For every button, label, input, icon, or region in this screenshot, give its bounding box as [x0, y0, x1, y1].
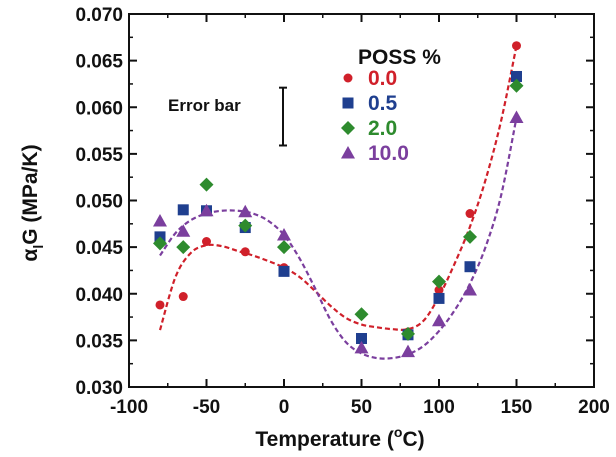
data-point-diamond [354, 307, 369, 322]
x-axis-title-end: C) [402, 428, 424, 451]
legend-title: POSS % [358, 46, 441, 69]
data-points [153, 41, 524, 358]
data-point-circle [465, 209, 475, 219]
x-tick-label: -50 [193, 397, 220, 418]
x-axis-title-main: Temperature ( [255, 428, 393, 451]
y-tick-label: 0.070 [75, 5, 123, 26]
legend-marker-diamond [341, 121, 355, 135]
data-point-triangle [199, 203, 214, 217]
data-point-triangle [463, 283, 477, 296]
axes [128, 13, 595, 388]
data-point-square [464, 261, 476, 273]
y-axis-title-subscript: l [30, 245, 46, 249]
data-point-triangle [401, 344, 415, 358]
data-point-triangle [176, 224, 191, 237]
data-point-circle [240, 247, 250, 257]
x-tick-label: 0 [279, 397, 290, 418]
legend-label-triangle: 10.0 [368, 142, 409, 165]
data-point-diamond [463, 229, 477, 244]
y-tick-label: 0.040 [75, 285, 123, 306]
data-point-triangle [238, 204, 253, 218]
data-point-triangle [277, 228, 291, 241]
x-tick-label: 200 [578, 397, 610, 418]
legend-marker-circle [343, 73, 353, 83]
x-axis-title: Temperature (oC) [255, 424, 424, 451]
data-point-circle [434, 285, 444, 295]
data-point-triangle [432, 313, 446, 327]
fit-curve-triangle [159, 117, 518, 360]
y-tick-label: 0.030 [75, 378, 123, 399]
data-point-square [278, 265, 290, 277]
y-tick-label: 0.050 [75, 192, 123, 213]
x-tick-label: 50 [351, 397, 372, 418]
data-point-diamond [509, 78, 524, 93]
data-point-diamond [277, 240, 291, 255]
data-point-square [356, 333, 367, 345]
y-tick-label: 0.045 [75, 238, 123, 259]
y-axis-title-alpha: α [19, 249, 42, 262]
ticks: -100 -50 0 50 100 150 200 0.030 0.035 0.040 0.045 0… [75, 5, 609, 418]
legend-marker-triangle [341, 146, 355, 159]
data-point-diamond [432, 274, 446, 289]
data-point-diamond [176, 240, 191, 255]
data-point-square [433, 292, 445, 304]
data-point-square [177, 204, 189, 216]
y-tick-label: 0.065 [75, 52, 123, 73]
data-point-diamond [199, 177, 214, 192]
legend: 0.00.52.010.0 [341, 67, 409, 165]
y-tick-label: 0.060 [75, 98, 123, 119]
data-point-circle [155, 300, 165, 310]
data-point-triangle [153, 214, 167, 227]
data-point-diamond [238, 218, 253, 233]
data-point-square [511, 70, 522, 82]
x-tick-label: 150 [501, 397, 533, 418]
data-point-circle [512, 41, 521, 51]
y-tick-label: 0.055 [75, 145, 123, 166]
data-point-diamond [401, 326, 415, 341]
x-axis-title-superscript: o [394, 424, 403, 440]
legend-label-circle: 0.0 [368, 67, 397, 90]
data-point-triangle [354, 340, 369, 354]
y-axis-title-rest: G (MPa/K) [19, 144, 42, 244]
y-axis-title: αlG (MPa/K) [19, 144, 46, 261]
x-tick-label: -100 [110, 397, 148, 418]
fit-curve-circle [158, 45, 518, 331]
x-tick-label: 100 [423, 397, 455, 418]
data-point-diamond [153, 236, 167, 251]
data-point-circle [178, 292, 188, 302]
data-point-triangle [509, 110, 524, 124]
legend-label-square: 0.5 [368, 92, 398, 115]
data-point-circle [202, 237, 211, 247]
error-bar-label: Error bar [168, 96, 241, 115]
plot-frame [128, 13, 595, 388]
y-tick-label: 0.035 [75, 331, 123, 352]
legend-label-diamond: 2.0 [368, 117, 397, 140]
legend-marker-square [342, 97, 354, 109]
fit-curves [158, 45, 518, 360]
